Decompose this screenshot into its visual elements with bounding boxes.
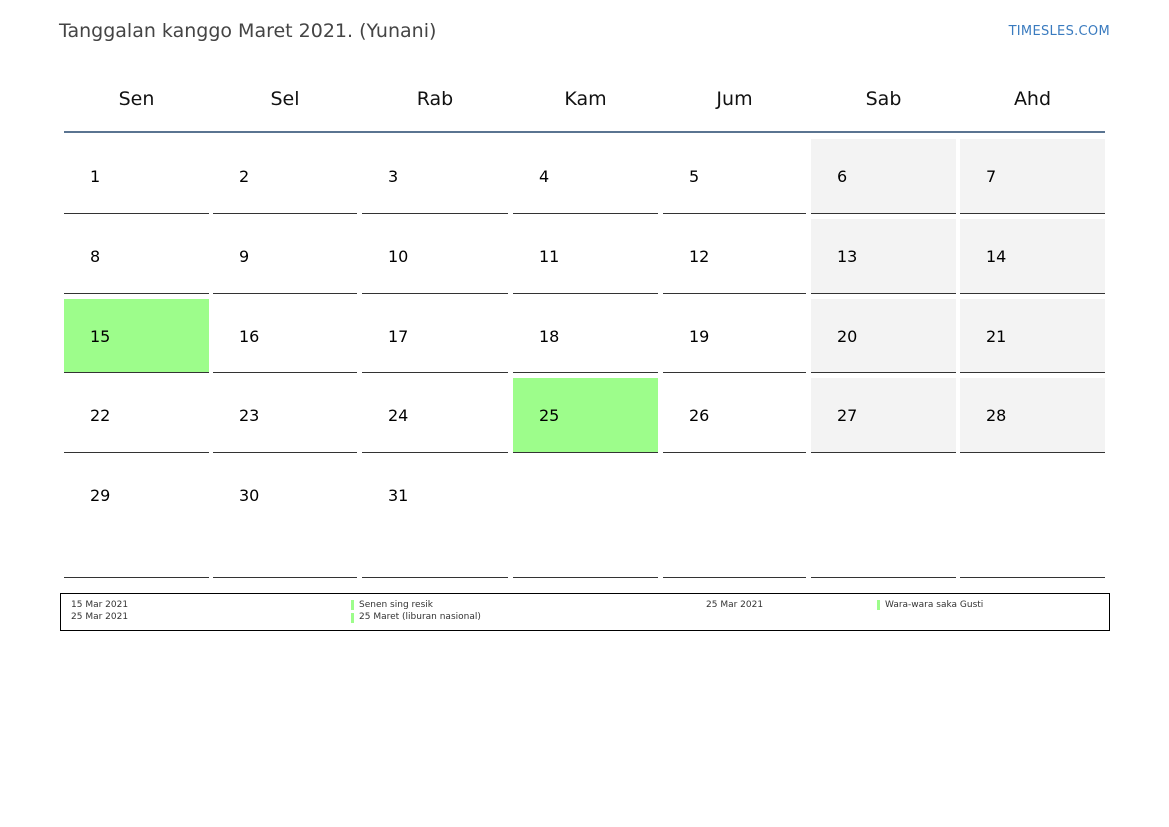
day-cell[interactable]: 4	[513, 139, 658, 214]
day-number: 14	[986, 247, 1007, 266]
day-cell[interactable]: 26	[663, 378, 806, 453]
empty-day-cell	[811, 458, 956, 578]
weekday-label: Sel	[270, 88, 300, 110]
day-number: 12	[689, 247, 710, 266]
day-number: 2	[239, 167, 250, 186]
day-cell[interactable]: 29	[64, 458, 209, 578]
day-cell[interactable]: 5	[663, 139, 806, 214]
day-cell[interactable]: 22	[64, 378, 209, 453]
legend-color-marker	[351, 600, 354, 610]
day-number: 13	[837, 247, 858, 266]
weekday-label: Rab	[416, 88, 454, 110]
day-number: 25	[539, 406, 560, 425]
day-cell[interactable]: 27	[811, 378, 956, 453]
day-cell[interactable]: 13	[811, 219, 956, 294]
day-number: 1	[90, 167, 101, 186]
day-cell[interactable]: 17	[362, 299, 508, 373]
weekday-label: Jum	[716, 88, 753, 110]
weekday-label: Sen	[118, 88, 155, 110]
day-number: 27	[837, 406, 858, 425]
day-cell[interactable]: 31	[362, 458, 508, 578]
page-title: Tanggalan kanggo Maret 2021. (Yunani)	[59, 20, 437, 42]
day-cell[interactable]: 2	[213, 139, 357, 214]
day-number: 24	[388, 406, 409, 425]
day-cell[interactable]: 16	[213, 299, 357, 373]
empty-day-cell	[960, 458, 1105, 578]
day-cell[interactable]: 1	[64, 139, 209, 214]
day-cell[interactable]: 23	[213, 378, 357, 453]
day-cell[interactable]: 30	[213, 458, 357, 578]
day-number: 18	[539, 327, 560, 346]
legend-holiday-name: Wara-wara saka Gusti	[885, 600, 984, 610]
day-number: 4	[539, 167, 550, 186]
weekday-label: Sab	[865, 88, 902, 110]
day-number: 22	[90, 406, 111, 425]
brand-link[interactable]: TIMESLES.COM	[1008, 24, 1110, 39]
weekday-label: Kam	[564, 88, 607, 110]
day-cell[interactable]: 25	[513, 378, 658, 453]
day-number: 10	[388, 247, 409, 266]
day-cell[interactable]: 20	[811, 299, 956, 373]
day-number: 6	[837, 167, 848, 186]
day-cell[interactable]: 15	[64, 299, 209, 373]
header-divider	[64, 131, 1105, 133]
day-number: 15	[90, 327, 111, 346]
legend-date: 15 Mar 2021	[71, 600, 129, 610]
day-cell[interactable]: 24	[362, 378, 508, 453]
day-number: 7	[986, 167, 997, 186]
legend-color-marker	[351, 613, 354, 623]
holiday-legend: 15 Mar 2021 25 Mar 2021 Senen sing resik…	[60, 593, 1110, 631]
empty-day-cell	[513, 458, 658, 578]
legend-holiday-name: Senen sing resik	[359, 600, 433, 610]
day-number: 8	[90, 247, 101, 266]
day-number: 16	[239, 327, 260, 346]
legend-holiday-name: 25 Maret (liburan nasional)	[359, 612, 481, 622]
day-cell[interactable]: 3	[362, 139, 508, 214]
day-number: 5	[689, 167, 700, 186]
empty-day-cell	[663, 458, 806, 578]
day-number: 31	[388, 486, 409, 505]
legend-color-marker	[877, 600, 880, 610]
day-cell[interactable]: 11	[513, 219, 658, 294]
day-number: 20	[837, 327, 858, 346]
day-cell[interactable]: 14	[960, 219, 1105, 294]
day-number: 11	[539, 247, 560, 266]
day-cell[interactable]: 10	[362, 219, 508, 294]
day-cell[interactable]: 28	[960, 378, 1105, 453]
day-cell[interactable]: 6	[811, 139, 956, 214]
weekday-label: Ahd	[1013, 88, 1052, 110]
day-number: 23	[239, 406, 260, 425]
day-number: 29	[90, 486, 111, 505]
day-cell[interactable]: 18	[513, 299, 658, 373]
day-cell[interactable]: 19	[663, 299, 806, 373]
day-number: 9	[239, 247, 250, 266]
day-cell[interactable]: 21	[960, 299, 1105, 373]
day-number: 17	[388, 327, 409, 346]
legend-date: 25 Mar 2021	[706, 600, 764, 610]
day-cell[interactable]: 12	[663, 219, 806, 294]
day-number: 26	[689, 406, 710, 425]
day-number: 28	[986, 406, 1007, 425]
day-number: 3	[388, 167, 399, 186]
day-number: 21	[986, 327, 1007, 346]
day-number: 30	[239, 486, 260, 505]
day-cell[interactable]: 7	[960, 139, 1105, 214]
day-cell[interactable]: 9	[213, 219, 357, 294]
legend-date: 25 Mar 2021	[71, 612, 129, 622]
day-cell[interactable]: 8	[64, 219, 209, 294]
day-number: 19	[689, 327, 710, 346]
